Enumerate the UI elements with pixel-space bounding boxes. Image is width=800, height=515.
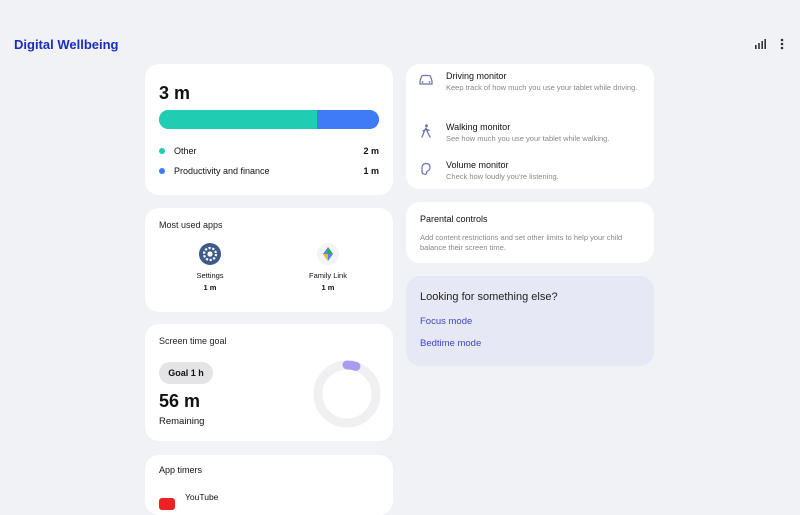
monitor-title: Volume monitor xyxy=(446,160,509,170)
parental-controls-card[interactable]: Parental controls Add content restrictio… xyxy=(406,202,654,263)
goal-ring-progress xyxy=(313,360,381,428)
goal-progress-ring xyxy=(313,360,381,428)
goal-remaining-time: 56 m xyxy=(159,391,201,411)
settings-icon xyxy=(199,243,221,265)
most-used-apps-title: Most used apps xyxy=(159,220,223,230)
app-timers-title: App timers xyxy=(159,465,203,475)
app-timers-card[interactable]: App timers YouTube xyxy=(145,455,393,515)
goal-ring-track xyxy=(313,360,381,428)
usage-card[interactable]: 3 m Other 2 m Productivity and finance 1… xyxy=(145,64,393,195)
monitors-card: Driving monitor Keep track of how much y… xyxy=(406,64,654,189)
looking-for-else-title: Looking for something else? xyxy=(420,291,558,303)
legend-label: Productivity and finance xyxy=(174,166,270,176)
usage-bar-segment-other xyxy=(159,110,318,129)
focus-mode-link[interactable]: Focus mode xyxy=(420,316,473,327)
bedtime-mode-link[interactable]: Bedtime mode xyxy=(420,338,482,349)
legend-row: Productivity and finance 1 m xyxy=(159,166,379,176)
monitor-title: Driving monitor xyxy=(446,71,507,81)
page-title: Digital Wellbeing xyxy=(14,37,119,52)
header-actions xyxy=(754,37,784,55)
legend-label: Other xyxy=(174,146,197,156)
app-family-link[interactable]: Family Link 1 m xyxy=(288,243,368,292)
app-settings[interactable]: Settings 1 m xyxy=(170,243,250,292)
usage-bar-segment-productivity xyxy=(317,110,379,129)
monitor-title: Walking monitor xyxy=(446,122,511,132)
goal-pill[interactable]: Goal 1 h xyxy=(159,362,213,384)
parental-controls-title: Parental controls xyxy=(420,214,488,224)
looking-for-else-card: Looking for something else? Focus mode B… xyxy=(406,276,654,366)
app-time: 1 m xyxy=(203,283,217,292)
usage-bar xyxy=(159,110,379,129)
more-options-icon[interactable] xyxy=(780,37,784,55)
app-name: Settings xyxy=(196,271,224,280)
parental-controls-desc: Add content restrictions and set other l… xyxy=(420,233,623,252)
legend-dot xyxy=(159,148,165,154)
monitor-desc: See how much you use your tablet while w… xyxy=(446,134,610,143)
monitor-desc: Check how loudly you're listening. xyxy=(446,172,559,181)
most-used-apps-card: Most used apps Settings 1 m Family Link … xyxy=(145,208,393,312)
legend-value: 2 m xyxy=(363,146,379,156)
family-link-icon xyxy=(317,243,339,265)
app-time: 1 m xyxy=(321,283,335,292)
goal-remaining-label: Remaining xyxy=(159,416,205,427)
bar-chart-icon[interactable] xyxy=(754,37,766,55)
app-name: Family Link xyxy=(309,271,347,280)
monitor-desc: Keep track of how much you use your tabl… xyxy=(446,83,638,92)
usage-total: 3 m xyxy=(159,83,191,103)
screen-time-goal-card[interactable]: Screen time goal Goal 1 h 56 m Remaining xyxy=(145,324,393,441)
walking-icon xyxy=(418,124,438,138)
legend-dot xyxy=(159,168,165,174)
legend-row: Other 2 m xyxy=(159,146,379,156)
legend-value: 1 m xyxy=(363,166,379,176)
timer-app-name: YouTube xyxy=(185,492,219,502)
ear-icon xyxy=(418,162,438,176)
screen-time-goal-title: Screen time goal xyxy=(159,336,227,346)
youtube-icon xyxy=(159,498,175,510)
car-icon xyxy=(418,73,438,87)
